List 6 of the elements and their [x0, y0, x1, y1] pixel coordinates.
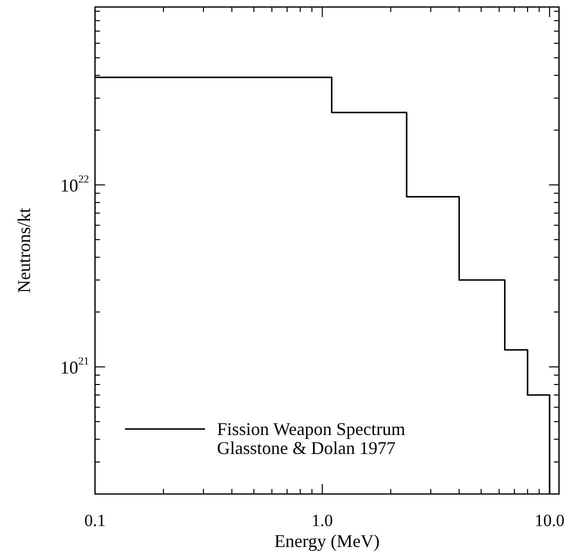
x-tick-label: 1.0	[312, 511, 333, 530]
y-axis-title: Neutrons/kt	[14, 208, 34, 293]
legend-label: Fission Weapon Spectrum Glasstone & Dolan 1977	[217, 419, 406, 458]
x-tick-label: 10.0	[534, 511, 564, 530]
x-axis-title: Energy (MeV)	[274, 531, 380, 551]
x-tick-label: 0.1	[84, 511, 106, 530]
